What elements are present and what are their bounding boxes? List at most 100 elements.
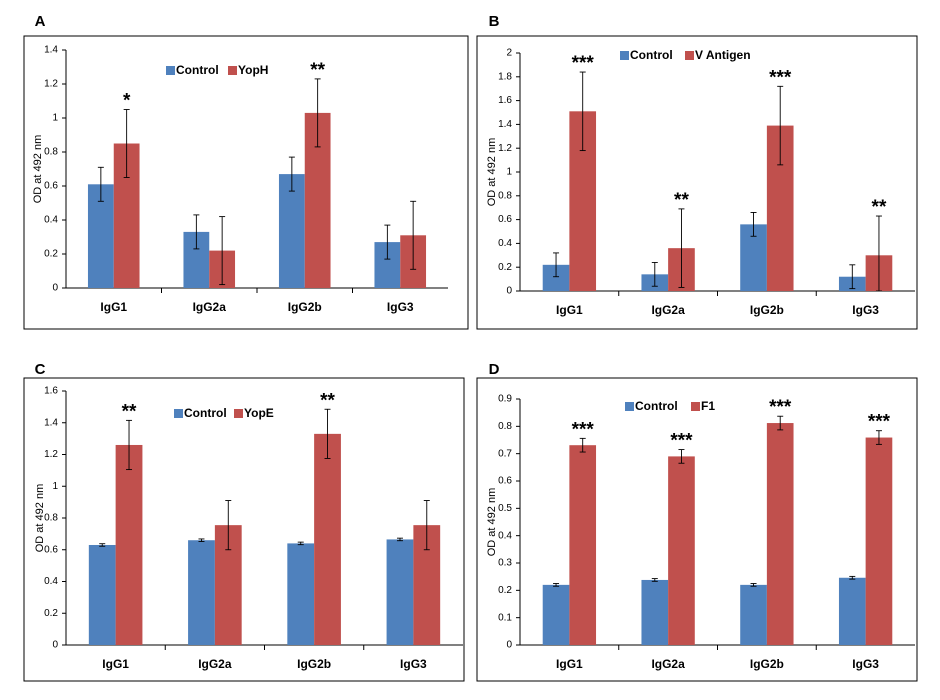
y-tick-label: 0.6 bbox=[44, 181, 58, 192]
y-tick-label: 0.7 bbox=[498, 448, 512, 459]
legend-swatch bbox=[166, 66, 175, 75]
y-tick-label: 1.8 bbox=[498, 71, 512, 82]
y-tick-label: 1.2 bbox=[44, 449, 58, 460]
y-tick-label: 0 bbox=[52, 283, 58, 294]
y-tick-label: 0.8 bbox=[498, 421, 512, 432]
y-tick-label: 0.8 bbox=[44, 513, 58, 524]
legend-label: Control bbox=[635, 399, 678, 413]
x-tick-label: IgG2b bbox=[750, 657, 784, 671]
y-tick-label: 0 bbox=[506, 286, 512, 297]
significance-label: *** bbox=[572, 53, 595, 74]
x-tick-label: IgG2b bbox=[288, 300, 322, 314]
bar-control bbox=[278, 174, 305, 288]
x-tick-label: IgG2a bbox=[651, 303, 685, 317]
y-tick-label: 1 bbox=[506, 167, 512, 178]
bar-control bbox=[88, 544, 116, 645]
y-tick-label: 1.4 bbox=[44, 417, 58, 428]
y-tick-label: 1.2 bbox=[44, 79, 58, 90]
bar-f1 bbox=[865, 437, 893, 645]
legend-swatch bbox=[228, 66, 237, 75]
y-tick-label: 0.6 bbox=[44, 544, 58, 555]
y-tick-label: 2 bbox=[506, 48, 512, 59]
y-tick-label: 0.9 bbox=[498, 394, 512, 405]
y-tick-label: 1.4 bbox=[44, 45, 58, 56]
x-tick-label: IgG3 bbox=[852, 657, 879, 671]
y-axis-title: OD at 492 nm bbox=[34, 484, 46, 552]
bar-control bbox=[386, 539, 414, 645]
legend-swatch bbox=[174, 409, 183, 418]
legend-label: YopE bbox=[244, 406, 274, 420]
panel-label: D bbox=[489, 361, 500, 378]
y-tick-label: 0.6 bbox=[498, 476, 512, 487]
significance-label: ** bbox=[122, 401, 137, 422]
bar-control bbox=[740, 584, 767, 645]
legend-label: Control bbox=[184, 406, 227, 420]
y-tick-label: 0.4 bbox=[498, 238, 512, 249]
y-tick-label: 0 bbox=[506, 640, 512, 651]
bar-control bbox=[188, 540, 215, 645]
legend-label: Control bbox=[176, 63, 219, 77]
legend-label: Control bbox=[630, 48, 673, 62]
significance-label: *** bbox=[670, 431, 693, 452]
y-tick-label: 0.2 bbox=[498, 262, 512, 273]
x-tick-label: IgG2b bbox=[750, 303, 784, 317]
y-tick-label: 0.4 bbox=[44, 576, 58, 587]
bar-control bbox=[641, 579, 669, 645]
y-axis-title: OD at 492 nm bbox=[486, 488, 498, 556]
y-axis-title: OD at 492 nm bbox=[486, 138, 498, 206]
bar-control bbox=[542, 584, 570, 645]
y-tick-label: 0.5 bbox=[498, 503, 512, 514]
bar-f1 bbox=[569, 445, 597, 645]
x-tick-label: IgG3 bbox=[852, 303, 879, 317]
x-tick-label: IgG2a bbox=[198, 657, 232, 671]
y-tick-label: 1 bbox=[52, 481, 58, 492]
bar-f1 bbox=[668, 456, 695, 645]
bar-control bbox=[838, 577, 866, 645]
x-tick-label: IgG1 bbox=[556, 657, 583, 671]
legend-swatch bbox=[625, 402, 634, 411]
y-tick-label: 1 bbox=[52, 113, 58, 124]
x-tick-label: IgG2b bbox=[297, 657, 331, 671]
chart-panel-b: B 0 0.2 0.4 0.6 0.8 1 1.2 1.4 1.6 1.8 2 OD at 492 nm… bbox=[476, 13, 918, 330]
bar-control bbox=[287, 543, 315, 645]
y-tick-label: 0.2 bbox=[498, 585, 512, 596]
y-tick-label: 0.6 bbox=[498, 214, 512, 225]
legend-swatch bbox=[234, 409, 243, 418]
significance-label: *** bbox=[572, 419, 595, 440]
y-axis-title: OD at 492 nm bbox=[32, 135, 44, 203]
panel-label: C bbox=[35, 361, 46, 378]
panel-label: B bbox=[489, 13, 500, 30]
significance-label: ** bbox=[872, 197, 887, 218]
x-tick-label: IgG2a bbox=[651, 657, 685, 671]
significance-label: *** bbox=[769, 67, 792, 88]
x-tick-label: IgG1 bbox=[102, 657, 129, 671]
y-tick-label: 1.6 bbox=[498, 95, 512, 106]
legend-label: YopH bbox=[238, 63, 268, 77]
y-tick-label: 1.4 bbox=[498, 119, 512, 130]
chart-panel-c: C 0 0.2 0.4 0.6 0.8 1 1.2 1.4 1.6 OD at 492 nm IgG1… bbox=[23, 361, 465, 682]
bar-f1 bbox=[766, 423, 794, 645]
y-tick-label: 0.2 bbox=[44, 249, 58, 260]
legend-swatch bbox=[685, 51, 694, 60]
chart-panel-d: D 0 0.1 0.2 0.3 0.4 0.5 0.6 0.7 0.8 0.9 OD at 492 n… bbox=[476, 361, 918, 682]
y-tick-label: 0.3 bbox=[498, 558, 512, 569]
y-tick-label: 0.2 bbox=[44, 608, 58, 619]
y-tick-label: 0.8 bbox=[498, 190, 512, 201]
y-tick-label: 0 bbox=[52, 640, 58, 651]
bar-yope bbox=[314, 433, 341, 645]
significance-label: *** bbox=[868, 412, 891, 433]
significance-label: ** bbox=[320, 390, 335, 411]
x-tick-label: IgG3 bbox=[400, 657, 427, 671]
legend-label: F1 bbox=[701, 399, 715, 413]
x-tick-label: IgG3 bbox=[387, 300, 414, 314]
y-tick-label: 0.4 bbox=[44, 215, 58, 226]
significance-label: * bbox=[123, 91, 131, 112]
y-tick-label: 0.4 bbox=[498, 530, 512, 541]
x-tick-label: IgG1 bbox=[100, 300, 127, 314]
bar-yope bbox=[115, 444, 143, 645]
y-tick-label: 0.8 bbox=[44, 147, 58, 158]
y-tick-label: 1.6 bbox=[44, 386, 58, 397]
significance-label: *** bbox=[769, 397, 792, 418]
y-tick-label: 0.1 bbox=[498, 612, 512, 623]
